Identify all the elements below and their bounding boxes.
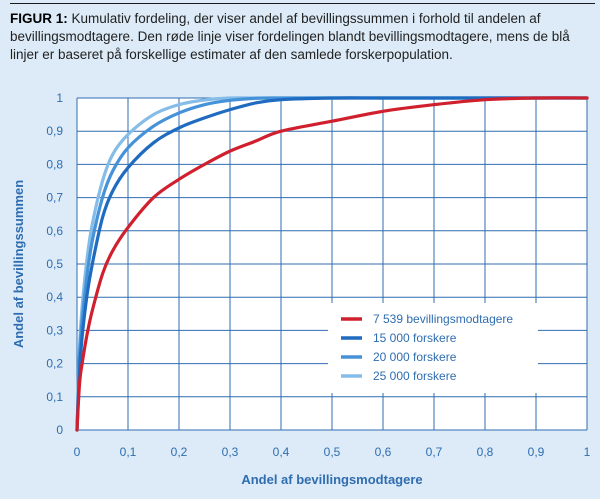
legend-label: 25 000 forskere — [373, 369, 457, 383]
legend-box — [328, 303, 538, 393]
legend-label: 20 000 forskere — [373, 350, 457, 364]
x-tick-label: 0,2 — [171, 445, 188, 459]
y-tick-label: 0,6 — [46, 224, 63, 238]
tick-labels: 0 0,1 0,2 0,3 0,4 0,5 0,6 0,7 0,8 0,9 1 0 0,1 0,2 0,3 0… — [46, 91, 590, 459]
x-tick-label: 0,8 — [477, 445, 494, 459]
y-tick-label: 0,7 — [46, 191, 63, 205]
x-tick-label: 0,1 — [120, 445, 137, 459]
y-tick-label: 0 — [56, 423, 63, 437]
x-tick-label: 0,4 — [273, 445, 290, 459]
y-tick-label: 0,1 — [46, 390, 63, 404]
x-axis-title: Andel af bevillingsmodtagere — [241, 472, 422, 487]
y-tick-label: 0,9 — [46, 124, 63, 138]
y-tick-label: 0,2 — [46, 357, 63, 371]
series-lines — [75, 96, 589, 432]
y-tick-label: 0,3 — [46, 323, 63, 337]
x-tick-label: 0,6 — [375, 445, 392, 459]
series-line-1 — [75, 96, 589, 432]
legend-label: 7 539 bevillingsmodtagere — [373, 312, 513, 326]
series-line-0 — [75, 96, 589, 432]
y-tick-label: 0,8 — [46, 157, 63, 171]
figure-caption: FIGUR 1: Kumulativ fordeling, der viser … — [10, 3, 595, 64]
y-tick-label: 0,4 — [46, 290, 63, 304]
caption-lead: FIGUR 1: — [10, 11, 68, 26]
caption-text: Kumulativ fordeling, der viser andel af … — [10, 11, 570, 62]
y-tick-label: 1 — [56, 91, 63, 105]
x-tick-label: 0,5 — [324, 445, 341, 459]
legend: 7 539 bevillingsmodtagere 15 000 forskere… — [328, 303, 538, 393]
x-tick-label: 0,9 — [528, 445, 545, 459]
y-axis-title: Andel af bevillingssummen — [11, 180, 26, 348]
x-tick-label: 0 — [74, 445, 81, 459]
y-tick-label: 0,5 — [46, 257, 63, 271]
x-tick-label: 0,7 — [426, 445, 443, 459]
x-tick-label: 1 — [584, 445, 591, 459]
legend-label: 15 000 forskere — [373, 331, 457, 345]
x-tick-label: 0,3 — [222, 445, 239, 459]
